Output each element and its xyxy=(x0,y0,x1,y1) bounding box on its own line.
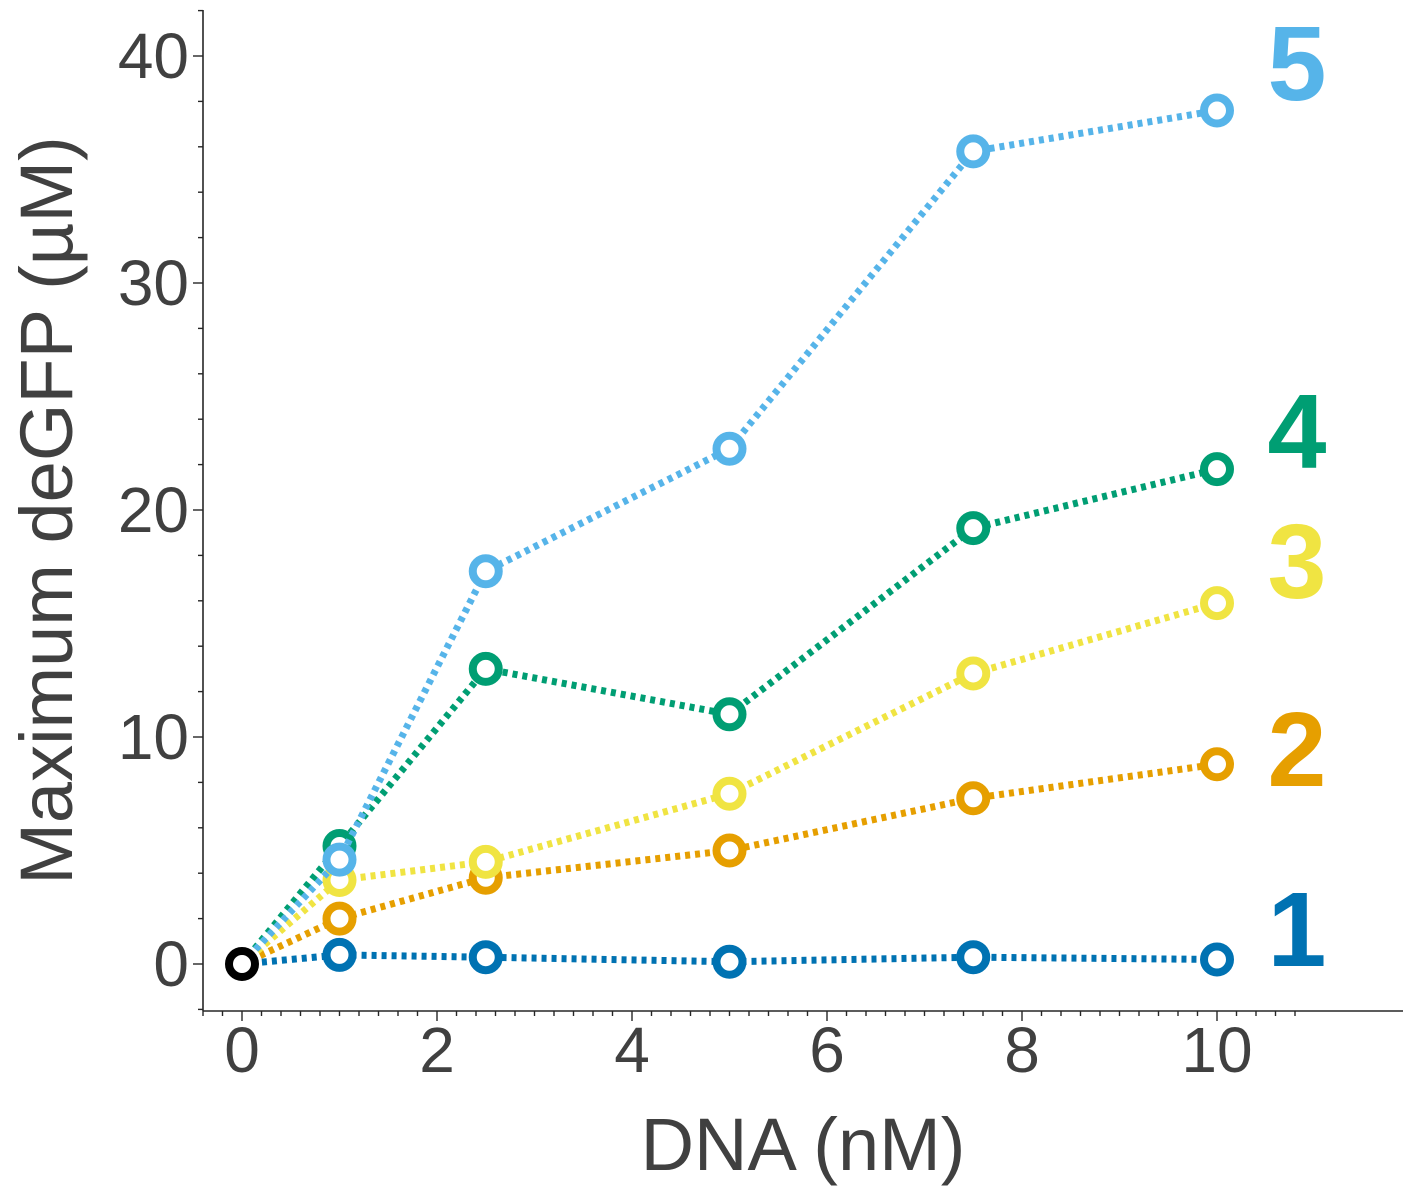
data-point-5 xyxy=(956,134,991,169)
y-axis-title: Maximum deGFP (µM) xyxy=(5,136,88,884)
series-label-4: 4 xyxy=(1268,373,1327,491)
data-point-1 xyxy=(956,940,991,975)
series-line-2 xyxy=(240,760,1218,968)
data-point-5 xyxy=(1200,93,1234,128)
data-point-4 xyxy=(1200,452,1234,487)
data-point-2 xyxy=(322,901,357,936)
series-label-1: 1 xyxy=(1268,871,1327,989)
data-point-3 xyxy=(712,776,747,811)
x-tick-label: 0 xyxy=(224,1014,260,1086)
y-tick-label: 40 xyxy=(118,20,189,92)
data-point-3 xyxy=(956,656,991,691)
x-axis-title: DNA (nM) xyxy=(641,1103,966,1186)
y-tick-label: 30 xyxy=(118,247,189,319)
x-tick-label: 10 xyxy=(1181,1014,1252,1086)
data-point-1 xyxy=(1200,942,1234,977)
series-4: 4 xyxy=(239,373,1327,967)
data-point-2 xyxy=(1200,747,1234,782)
data-point-1 xyxy=(468,940,503,975)
series-label-5: 5 xyxy=(1268,5,1327,123)
data-point-4 xyxy=(468,651,503,686)
data-point-2 xyxy=(956,781,991,816)
x-tick-label: 4 xyxy=(614,1014,650,1086)
x-tick-label: 6 xyxy=(809,1014,845,1086)
y-tick-label: 0 xyxy=(153,928,189,1000)
y-tick-label: 10 xyxy=(118,701,189,773)
series-5: 5 xyxy=(239,5,1327,967)
series-label-2: 2 xyxy=(1268,691,1327,809)
data-point-3 xyxy=(468,844,503,879)
series-layer: 1 2 3 4 5 xyxy=(225,5,1327,989)
data-point-1 xyxy=(712,944,747,979)
data-point-5 xyxy=(322,842,357,877)
origin-point xyxy=(225,947,259,981)
x-tick-label: 2 xyxy=(419,1014,455,1086)
y-tick-label: 20 xyxy=(118,474,189,546)
data-point-2 xyxy=(712,833,747,868)
data-point-4 xyxy=(956,511,991,546)
data-point-4 xyxy=(712,697,747,732)
data-point-5 xyxy=(712,431,747,466)
axes: 0 10 20 30 40 0 2 4 6 8 10 xyxy=(118,9,1403,1086)
series-2: 2 xyxy=(240,691,1327,968)
data-point-3 xyxy=(1200,586,1234,621)
series-line-3 xyxy=(239,599,1218,967)
x-tick-label: 8 xyxy=(1004,1014,1040,1086)
data-point-5 xyxy=(468,554,503,589)
series-label-3: 3 xyxy=(1268,503,1327,621)
series-line-5 xyxy=(239,107,1218,967)
data-point-1 xyxy=(322,937,357,972)
series-1: 1 xyxy=(241,871,1327,989)
